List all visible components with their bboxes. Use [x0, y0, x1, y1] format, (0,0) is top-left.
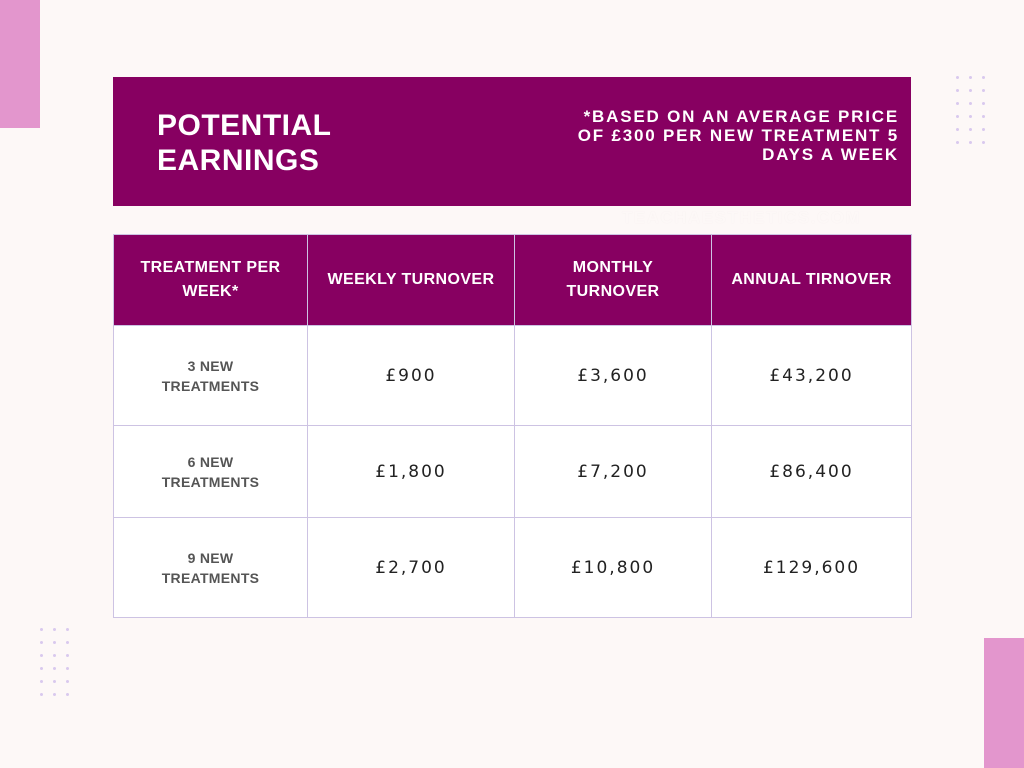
earnings-table: TREATMENT PER WEEK* WEEKLY TURNOVER MONT… — [113, 234, 912, 618]
monthly-value: £7,200 — [514, 425, 712, 518]
table-header-row: TREATMENT PER WEEK* WEEKLY TURNOVER MONT… — [113, 234, 912, 326]
annual-value: £129,600 — [711, 517, 912, 618]
table-row: 3 NEW TREATMENTS £900 £3,600 £43,200 — [113, 325, 912, 426]
annual-value: £43,200 — [711, 325, 912, 426]
weekly-value: £2,700 — [307, 517, 515, 618]
weekly-value: £1,800 — [307, 425, 515, 518]
annual-value: £86,400 — [711, 425, 912, 518]
header-treatment-per-week: TREATMENT PER WEEK* — [113, 234, 308, 326]
row-label: 9 NEW TREATMENTS — [113, 517, 308, 618]
header-weekly-turnover: WEEKLY TURNOVER — [307, 234, 515, 326]
header-monthly-turnover: MONTHLY TURNOVER — [514, 234, 712, 326]
decorative-pink-bar-top — [0, 0, 40, 128]
table-row: 6 NEW TREATMENTS £1,800 £7,200 £86,400 — [113, 425, 912, 518]
row-label: 3 NEW TREATMENTS — [113, 325, 308, 426]
header-banner: POTENTIAL EARNINGS *BASED ON AN AVERAGE … — [113, 77, 911, 206]
row-label: 6 NEW TREATMENTS — [113, 425, 308, 518]
decorative-pink-bar-bottom — [984, 638, 1024, 768]
monthly-value: £10,800 — [514, 517, 712, 618]
decorative-dot-grid-top — [956, 76, 985, 144]
monthly-value: £3,600 — [514, 325, 712, 426]
pricing-footnote: *BASED ON AN AVERAGE PRICE OF £300 PER N… — [577, 107, 899, 164]
header-annual-turnover: ANNUAL TIRNOVER — [711, 234, 912, 326]
weekly-value: £900 — [307, 325, 515, 426]
decorative-dot-grid-bottom — [40, 628, 69, 696]
faint-website-watermark: TEACHAESTHETICS.COM — [622, 208, 862, 227]
page-title: POTENTIAL EARNINGS — [157, 109, 331, 177]
table-row: 9 NEW TREATMENTS £2,700 £10,800 £129,600 — [113, 517, 912, 618]
